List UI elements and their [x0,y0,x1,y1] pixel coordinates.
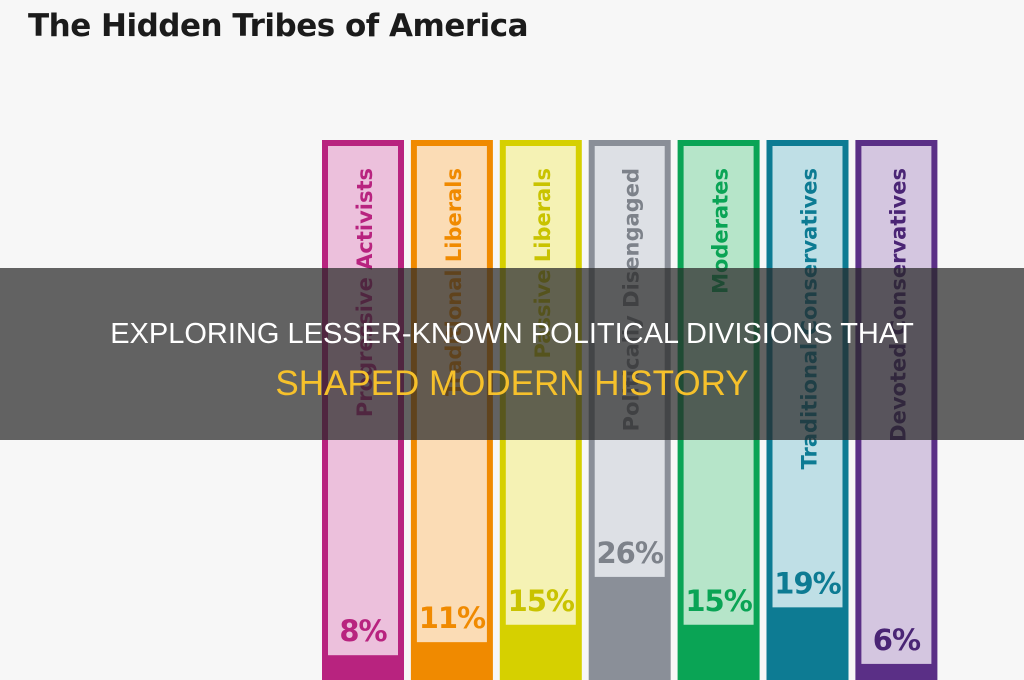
value-label: 19% [774,566,841,600]
headline-overlay-band [0,268,1024,440]
value-label: 11% [419,601,486,635]
value-label: 6% [873,623,921,657]
headline-line-2: SHAPED MODERN HISTORY [275,364,749,403]
value-label: 8% [339,614,387,648]
chart-title: The Hidden Tribes of America [28,8,529,44]
value-label: 15% [685,584,752,618]
headline-line-1: EXPLORING LESSER-KNOWN POLITICAL DIVISIO… [110,318,914,350]
value-label: 26% [596,536,663,570]
value-label: 15% [508,584,575,618]
